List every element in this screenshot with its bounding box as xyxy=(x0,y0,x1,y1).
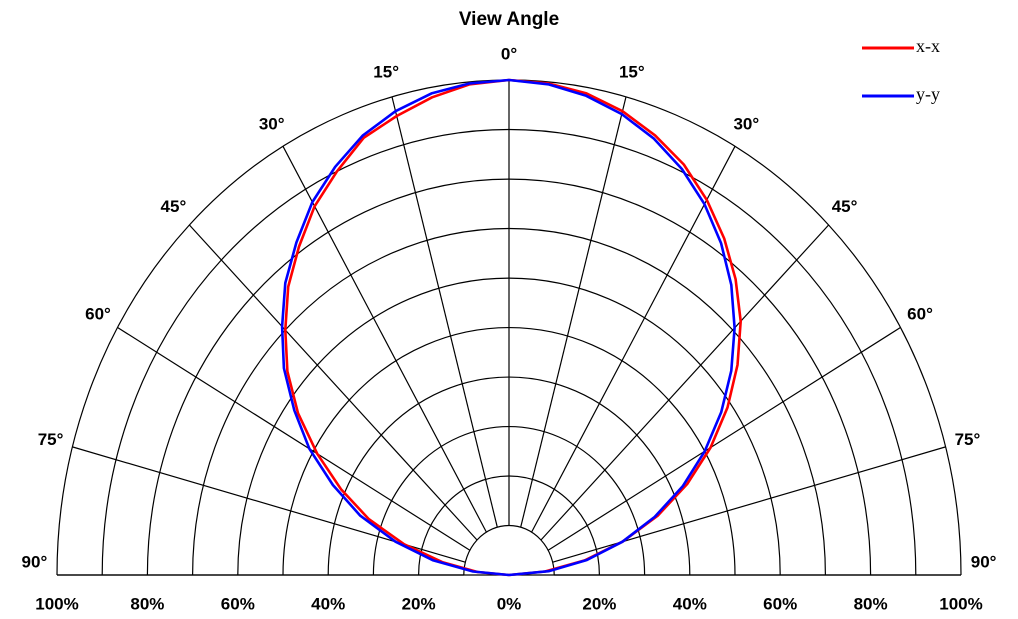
r-tick-label: 80% xyxy=(130,594,164,613)
r-tick-label: 100% xyxy=(35,594,78,613)
angle-label: 45° xyxy=(161,197,187,216)
angle-label: 30° xyxy=(733,114,759,133)
angle-label: 15° xyxy=(373,62,399,81)
angle-label: 15° xyxy=(619,62,645,81)
r-tick-label: 40% xyxy=(673,594,707,613)
r-tick-label: 0% xyxy=(497,594,522,613)
spoke xyxy=(552,446,946,563)
angle-label: 75° xyxy=(955,430,981,449)
legend-label: x-x xyxy=(916,36,940,56)
spoke xyxy=(188,224,478,541)
r-tick-label: 20% xyxy=(402,594,436,613)
angle-label: 60° xyxy=(907,305,933,324)
angle-label: 30° xyxy=(259,114,285,133)
legend-label: y-y xyxy=(916,84,940,104)
r-tick-label: 60% xyxy=(763,594,797,613)
spoke xyxy=(531,146,736,533)
spoke xyxy=(391,96,498,528)
r-tick-label: 100% xyxy=(939,594,982,613)
spoke xyxy=(520,96,627,528)
spoke xyxy=(540,224,830,541)
r-tick-label: 60% xyxy=(221,594,255,613)
angle-label: 60° xyxy=(85,305,111,324)
angle-label: 45° xyxy=(832,197,858,216)
r-tick-label: 80% xyxy=(854,594,888,613)
spoke xyxy=(117,326,471,551)
r-tick-label: 20% xyxy=(582,594,616,613)
angle-label: 75° xyxy=(38,430,64,449)
r-tick-label: 40% xyxy=(311,594,345,613)
spoke xyxy=(282,146,487,533)
spoke xyxy=(547,326,901,551)
angle-label: 90° xyxy=(22,552,48,571)
angle-label: 90° xyxy=(971,552,997,571)
chart-title: View Angle xyxy=(459,9,559,30)
grid-ring xyxy=(463,524,555,576)
angle-label: 0° xyxy=(501,45,517,64)
series-line xyxy=(280,78,736,577)
